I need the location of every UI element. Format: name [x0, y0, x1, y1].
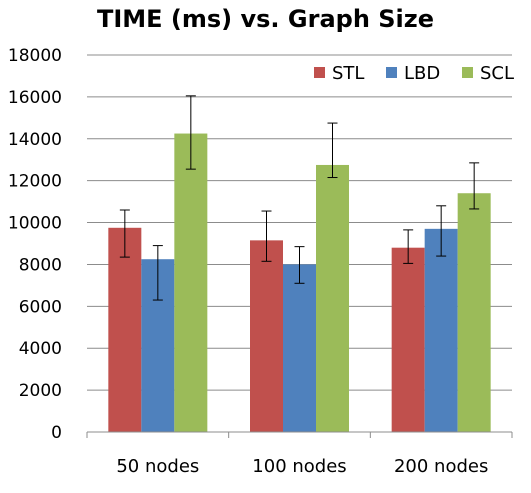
bar-scl-2: [316, 164, 349, 433]
y-tick-label: 12000: [8, 172, 62, 192]
legend-label: STL: [332, 63, 364, 84]
bar-stl-3: [391, 247, 425, 432]
y-tick-label: 4000: [19, 339, 62, 359]
bars: [108, 133, 491, 433]
legend-item-lbd: LBD: [386, 63, 440, 84]
legend-swatch: [462, 67, 473, 78]
legend-swatch: [314, 67, 325, 78]
chart-title: TIME (ms) vs. Graph Size: [97, 5, 434, 33]
bar-stl-1: [108, 227, 142, 432]
x-category-label: 200 nodes: [394, 456, 488, 477]
error-bar-stl-3: [403, 229, 414, 264]
bar-scl-3: [457, 193, 491, 432]
y-tick-label: 0: [51, 423, 62, 443]
bar-stl-2: [250, 240, 283, 432]
bar-lbd-2: [283, 264, 316, 432]
legend-label: LBD: [404, 63, 440, 84]
x-category-label: 100 nodes: [252, 456, 346, 477]
y-tick-label: 14000: [8, 130, 62, 150]
y-tick-label: 6000: [19, 297, 62, 317]
y-tick-label: 10000: [8, 214, 62, 234]
y-tick-label: 8000: [19, 255, 62, 275]
error-bar-lbd-1: [152, 245, 163, 301]
error-bar-scl-1: [185, 95, 196, 170]
legend-item-stl: STL: [314, 63, 364, 84]
error-bar-lbd-2: [294, 246, 305, 284]
y-tick-label: 2000: [19, 381, 62, 401]
x-axis: [86, 431, 513, 438]
error-bar-scl-3: [469, 162, 480, 210]
error-bar-lbd-3: [436, 205, 447, 257]
bar-lbd-3: [424, 228, 458, 432]
error-bar-stl-2: [261, 210, 272, 262]
x-axis-category-labels: 50 nodes 100 nodes 200 nodes: [116, 456, 488, 477]
error-bars: [119, 95, 480, 301]
y-tick-label: 18000: [8, 46, 62, 66]
y-tick-label: 16000: [8, 88, 62, 108]
error-bar-scl-2: [327, 122, 338, 179]
legend: STL LBD SCL: [314, 63, 514, 84]
x-category-label: 50 nodes: [116, 456, 199, 477]
bar-scl-1: [174, 133, 208, 432]
legend-item-scl: SCL: [462, 63, 514, 84]
y-axis-tick-labels: 0 2000 4000 6000 8000 10000 12000 14000 16000 180…: [8, 46, 62, 443]
legend-label: SCL: [480, 63, 514, 84]
error-bar-stl-1: [119, 209, 130, 258]
legend-swatch: [386, 67, 397, 78]
